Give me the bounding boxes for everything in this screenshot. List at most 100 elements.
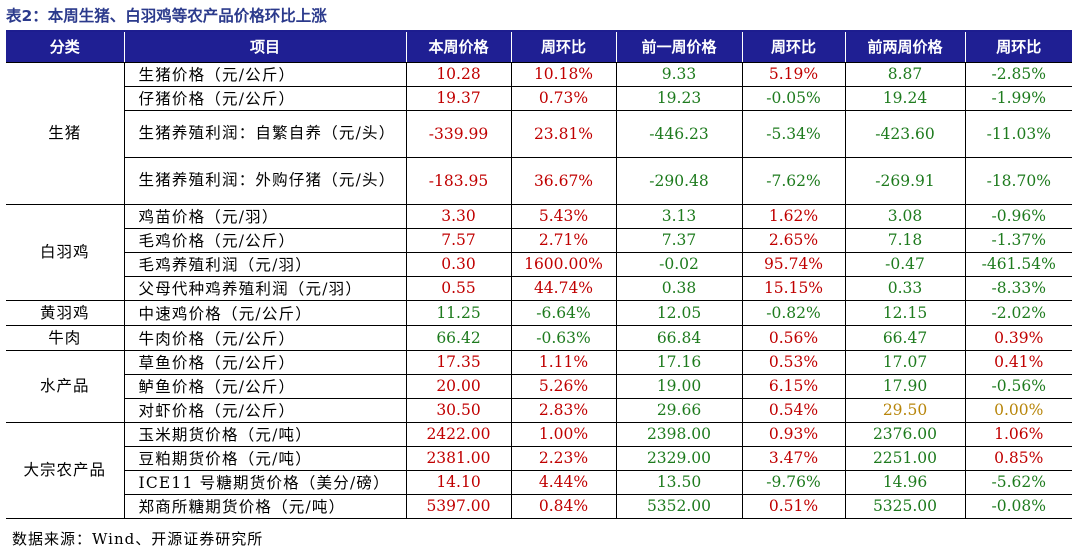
- price-last-week-cell: 0.38: [616, 276, 743, 301]
- table-row: 毛鸡养殖利润（元/羽） 0.30 1600.00% -0.02 95.74% -0.47-…: [6, 252, 1072, 277]
- table-title: 表2：本周生猪、白羽鸡等农产品价格环比上涨: [6, 7, 327, 25]
- wow-two-weeks-ago-cell: 0.41%: [965, 350, 1072, 375]
- wow-last-week-cell: 1.62%: [742, 204, 846, 229]
- item-name-cell: 牛肉价格（元/公斤）: [124, 325, 407, 351]
- wow-last-week-cell: 5.19%: [742, 62, 846, 87]
- table-row: 豆粕期货价格（元/吨） 2381.00 2.23% 2329.00 3.47% 2251.…: [6, 446, 1072, 471]
- table-row: 黄羽鸡 中速鸡价格（元/公斤） 11.25 -6.64% 12.05 -0.82% 12.1…: [6, 300, 1072, 326]
- header-item: 项目: [124, 32, 407, 63]
- wow-last-week-cell: 3.47%: [742, 446, 846, 471]
- item-name-cell: 玉米期货价格（元/吨）: [124, 422, 407, 447]
- header-wow-this-week: 周环比: [511, 32, 617, 63]
- price-this-week-cell: 5397.00: [406, 494, 512, 519]
- table-row: 生猪养殖利润：自繁自养（元/头） -339.99 23.81% -446.23 -5.3…: [6, 110, 1072, 158]
- category-cell-bulk: 大宗农产品: [6, 422, 125, 519]
- wow-this-week-cell: 0.73%: [511, 86, 617, 111]
- price-two-weeks-ago-cell: 66.47: [845, 325, 966, 351]
- wow-last-week-cell: 2.65%: [742, 228, 846, 253]
- wow-two-weeks-ago-cell: -0.56%: [965, 374, 1072, 399]
- price-this-week-cell: 7.57: [406, 228, 512, 253]
- table-row: 毛鸡价格（元/公斤） 7.57 2.71% 7.37 2.65% 7.18 -1.37%: [6, 228, 1072, 253]
- wow-this-week-cell: -6.64%: [511, 300, 617, 326]
- wow-this-week-cell: 1600.00%: [511, 252, 617, 277]
- price-this-week-cell: 2381.00: [406, 446, 512, 471]
- wow-last-week-cell: -7.62%: [742, 157, 846, 205]
- wow-two-weeks-ago-cell: -18.70%: [965, 157, 1072, 205]
- table-row: 对虾价格（元/公斤） 30.50 2.83% 29.66 0.54% 29.50 0.00%: [6, 398, 1072, 423]
- price-two-weeks-ago-cell: 14.96: [845, 470, 966, 495]
- price-this-week-cell: 20.00: [406, 374, 512, 399]
- price-last-week-cell: 17.16: [616, 350, 743, 375]
- wow-this-week-cell: 2.83%: [511, 398, 617, 423]
- wow-two-weeks-ago-cell: -1.99%: [965, 86, 1072, 111]
- price-last-week-cell: -0.02: [616, 252, 743, 277]
- price-two-weeks-ago-cell: 17.90: [845, 374, 966, 399]
- item-name-cell: 鲈鱼价格（元/公斤）: [124, 374, 407, 399]
- wow-two-weeks-ago-cell: 0.39%: [965, 325, 1072, 351]
- price-last-week-cell: 66.84: [616, 325, 743, 351]
- wow-this-week-cell: 44.74%: [511, 276, 617, 301]
- header-price-two-weeks-ago: 前两周价格: [845, 32, 966, 63]
- header-category: 分类: [6, 32, 125, 63]
- header-price-this-week: 本周价格: [406, 32, 512, 63]
- item-name-cell: 毛鸡价格（元/公斤）: [124, 228, 407, 253]
- price-last-week-cell: 2398.00: [616, 422, 743, 447]
- title-rule: [6, 30, 1072, 32]
- wow-this-week-cell: 2.71%: [511, 228, 617, 253]
- wow-last-week-cell: 0.56%: [742, 325, 846, 351]
- price-two-weeks-ago-cell: 17.07: [845, 350, 966, 375]
- price-two-weeks-ago-cell: 0.33: [845, 276, 966, 301]
- wow-two-weeks-ago-cell: -0.96%: [965, 204, 1072, 229]
- wow-this-week-cell: 2.23%: [511, 446, 617, 471]
- item-name-cell: 鸡苗价格（元/羽）: [124, 204, 407, 229]
- category-cell-broiler: 白羽鸡: [6, 204, 125, 301]
- table-row: 水产品 草鱼价格（元/公斤） 17.35 1.11% 17.16 0.53% 17.07 0.…: [6, 350, 1072, 423]
- header-row: 分类 项目 本周价格 周环比 前一周价格 周环比 前两周价格 周环比: [6, 32, 1072, 63]
- item-name-cell: 生猪养殖利润：自繁自养（元/头）: [124, 110, 407, 158]
- wow-two-weeks-ago-cell: -461.54%: [965, 252, 1072, 277]
- wow-last-week-cell: 6.15%: [742, 374, 846, 399]
- wow-this-week-cell: 36.67%: [511, 157, 617, 205]
- table-row: 仔猪价格（元/公斤） 19.37 0.73% 19.23 -0.05% 19.24 -1.9…: [6, 86, 1072, 111]
- wow-this-week-cell: 5.43%: [511, 204, 617, 229]
- wow-this-week-cell: 5.26%: [511, 374, 617, 399]
- price-table: 分类 项目 本周价格 周环比 前一周价格 周环比 前两周价格 周环比 生猪 生猪价…: [6, 32, 1072, 519]
- wow-two-weeks-ago-cell: -2.85%: [965, 62, 1072, 87]
- table-row: 牛肉 牛肉价格（元/公斤） 66.42 -0.63% 66.84 0.56% 66.47 0.…: [6, 325, 1072, 351]
- wow-last-week-cell: 0.93%: [742, 422, 846, 447]
- price-last-week-cell: 29.66: [616, 398, 743, 423]
- price-this-week-cell: 11.25: [406, 300, 512, 326]
- wow-two-weeks-ago-cell: 0.00%: [965, 398, 1072, 423]
- table-row: 白羽鸡 鸡苗价格（元/羽） 3.30 5.43% 3.13 1.62% 3.08 -0.96%: [6, 204, 1072, 301]
- price-this-week-cell: 3.30: [406, 204, 512, 229]
- price-last-week-cell: 12.05: [616, 300, 743, 326]
- price-this-week-cell: 19.37: [406, 86, 512, 111]
- wow-last-week-cell: 95.74%: [742, 252, 846, 277]
- wow-two-weeks-ago-cell: -8.33%: [965, 276, 1072, 301]
- data-source-note: 数据来源：Wind、开源证券研究所: [12, 530, 264, 548]
- header-wow-last-week: 周环比: [742, 32, 846, 63]
- price-two-weeks-ago-cell: -423.60: [845, 110, 966, 158]
- item-name-cell: 中速鸡价格（元/公斤）: [124, 300, 407, 326]
- table-row: 生猪养殖利润：外购仔猪（元/头） -183.95 36.67% -290.48 -7.6…: [6, 157, 1072, 205]
- wow-this-week-cell: 4.44%: [511, 470, 617, 495]
- wow-two-weeks-ago-cell: -2.02%: [965, 300, 1072, 326]
- wow-last-week-cell: -0.82%: [742, 300, 846, 326]
- category-cell-pig: 生猪: [6, 62, 125, 205]
- price-last-week-cell: 19.23: [616, 86, 743, 111]
- price-last-week-cell: 2329.00: [616, 446, 743, 471]
- wow-two-weeks-ago-cell: -5.62%: [965, 470, 1072, 495]
- price-this-week-cell: 0.55: [406, 276, 512, 301]
- price-two-weeks-ago-cell: 2376.00: [845, 422, 966, 447]
- wow-two-weeks-ago-cell: 0.85%: [965, 446, 1072, 471]
- category-cell-aquatic: 水产品: [6, 350, 125, 423]
- wow-two-weeks-ago-cell: -11.03%: [965, 110, 1072, 158]
- wow-two-weeks-ago-cell: -0.08%: [965, 494, 1072, 519]
- price-two-weeks-ago-cell: -269.91: [845, 157, 966, 205]
- wow-last-week-cell: 0.53%: [742, 350, 846, 375]
- wow-two-weeks-ago-cell: -1.37%: [965, 228, 1072, 253]
- price-this-week-cell: 30.50: [406, 398, 512, 423]
- price-this-week-cell: 14.10: [406, 470, 512, 495]
- price-this-week-cell: 0.30: [406, 252, 512, 277]
- price-two-weeks-ago-cell: 2251.00: [845, 446, 966, 471]
